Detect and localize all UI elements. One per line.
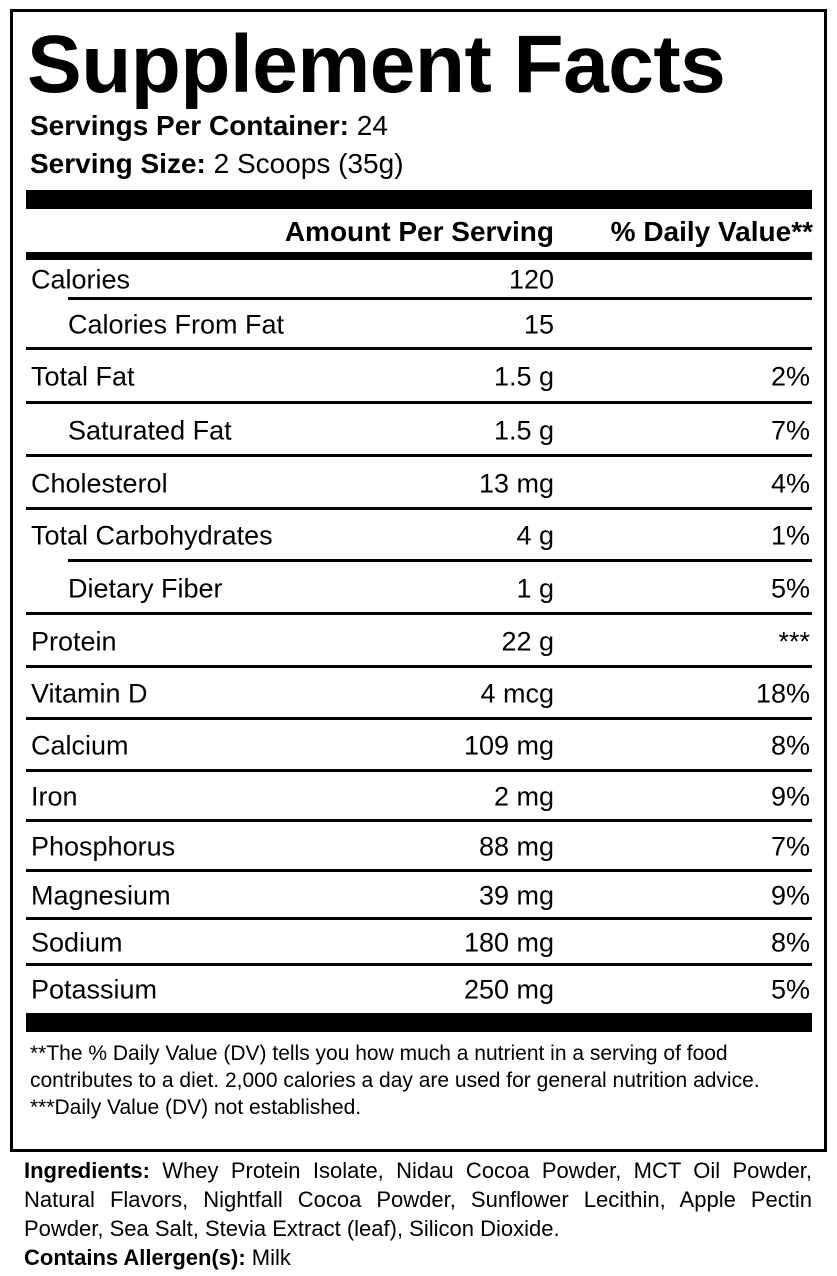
nutrient-daily-value: 9% [770, 781, 810, 812]
panel-title: Supplement Facts [27, 19, 726, 110]
nutrient-amount: 1.5 g [493, 361, 554, 392]
nutrient-row: Sodium 180 mg 8% [26, 920, 812, 966]
nutrient-name: Saturated Fat [68, 415, 232, 445]
row-divider [26, 665, 812, 668]
nutrient-amount: 250 mg [463, 974, 554, 1004]
ingredients: Ingredients: Whey Protein Isolate, Nidau… [24, 1156, 812, 1272]
nutrient-name: Calories [31, 264, 131, 295]
serving-size-value: 2 Scoops (35g) [213, 148, 404, 179]
nutrient-row: Saturated Fat 1.5 g 7% [26, 404, 812, 457]
nutrient-row: Magnesium 39 mg 9% [26, 872, 812, 920]
allergens-label: Contains Allergen(s): [24, 1245, 246, 1270]
servings-per-container: Servings Per Container: 24 [30, 110, 388, 142]
nutrient-name: Dietary Fiber [68, 573, 223, 603]
row-divider [26, 454, 812, 457]
nutrient-daily-value: 7% [770, 415, 810, 445]
nutrient-row: Total Fat 1.5 g 2% [26, 350, 812, 404]
nutrient-amount: 120 [508, 264, 554, 295]
ingredients-label: Ingredients: [24, 1158, 150, 1183]
row-divider [68, 297, 812, 300]
amount-header: Amount Per Serving [284, 216, 554, 247]
nutrient-daily-value: 5% [770, 974, 810, 1004]
nutrient-daily-value: *** [778, 626, 810, 656]
nutrient-name: Total Carbohydrates [31, 520, 273, 551]
row-divider [26, 819, 812, 822]
row-divider [26, 769, 812, 772]
dv-header: % Daily Value** [610, 216, 813, 247]
nutrient-amount: 4 mcg [480, 678, 554, 709]
row-divider [26, 963, 812, 966]
row-divider [26, 917, 812, 920]
nutrient-row: Vitamin D 4 mcg 18% [26, 668, 812, 720]
row-divider [26, 507, 812, 510]
nutrient-name: Protein [31, 626, 117, 656]
nutrient-row: Total Carbohydrates 4 g 1% [26, 510, 812, 562]
serving-size: Serving Size: 2 Scoops (35g) [30, 148, 404, 180]
row-divider [26, 717, 812, 720]
row-divider [26, 612, 812, 615]
nutrient-daily-value: 8% [770, 927, 810, 958]
nutrient-amount: 1.5 g [493, 415, 554, 445]
nutrient-name: Cholesterol [31, 468, 168, 498]
nutrient-name: Phosphorus [31, 831, 176, 862]
nutrient-amount: 88 mg [478, 831, 554, 862]
nutrient-amount: 13 mg [478, 468, 554, 498]
row-divider [26, 347, 812, 350]
not-established-footnote: ***Daily Value (DV) not established. [30, 1096, 362, 1119]
nutrient-row: Calories 120 [26, 260, 812, 300]
servings-value: 24 [356, 110, 388, 141]
nutrient-row: Dietary Fiber 1 g 5% [26, 562, 812, 615]
dv-footnote: **The % Daily Value (DV) tells you how m… [30, 1042, 760, 1092]
nutrient-daily-value: 8% [770, 730, 810, 761]
nutrient-row: Protein 22 g *** [26, 615, 812, 668]
nutrient-row: Cholesterol 13 mg 4% [26, 457, 812, 510]
header-divider [26, 252, 812, 260]
nutrient-name: Calories From Fat [68, 309, 285, 340]
thick-divider [26, 190, 812, 209]
nutrient-name: Potassium [31, 974, 158, 1004]
nutrient-row: Potassium 250 mg 5% [26, 966, 812, 1013]
nutrient-amount: 4 g [516, 520, 554, 551]
nutrient-daily-value: 18% [755, 678, 810, 709]
nutrient-amount: 15 [523, 309, 554, 340]
nutrient-row: Iron 2 mg 9% [26, 772, 812, 822]
nutrient-daily-value: 7% [770, 831, 810, 862]
serving-size-label: Serving Size: [30, 148, 206, 179]
nutrient-daily-value: 5% [770, 573, 810, 603]
nutrient-amount: 39 mg [478, 880, 554, 911]
nutrient-row: Calories From Fat 15 [26, 300, 812, 350]
servings-label: Servings Per Container: [30, 110, 349, 141]
nutrient-name: Sodium [31, 927, 123, 958]
allergens-text: Milk [251, 1245, 291, 1270]
row-divider [26, 869, 812, 872]
row-divider [26, 401, 812, 404]
nutrient-name: Total Fat [31, 361, 135, 392]
nutrient-name: Iron [31, 781, 78, 812]
nutrient-amount: 1 g [516, 573, 554, 603]
row-divider [68, 559, 812, 562]
nutrient-name: Vitamin D [31, 678, 148, 709]
nutrient-daily-value: 4% [770, 468, 810, 498]
nutrient-amount: 180 mg [463, 927, 554, 958]
nutrient-daily-value: 2% [770, 361, 810, 392]
nutrient-daily-value: 9% [770, 880, 810, 911]
nutrient-name: Calcium [31, 730, 129, 761]
nutrient-row: Calcium 109 mg 8% [26, 720, 812, 772]
nutrient-daily-value: 1% [770, 520, 810, 551]
nutrient-amount: 2 mg [493, 781, 554, 812]
bottom-thick-divider [26, 1013, 812, 1032]
nutrient-amount: 109 mg [463, 730, 554, 761]
nutrient-row: Phosphorus 88 mg 7% [26, 822, 812, 872]
footnotes: **The % Daily Value (DV) tells you how m… [30, 1040, 820, 1121]
nutrient-amount: 22 g [501, 626, 554, 656]
ingredients-text: Whey Protein Isolate, Nidau Cocoa Powder… [24, 1158, 812, 1241]
nutrient-name: Magnesium [31, 880, 171, 911]
supplement-facts-panel: Supplement Facts Servings Per Container:… [10, 9, 827, 1152]
